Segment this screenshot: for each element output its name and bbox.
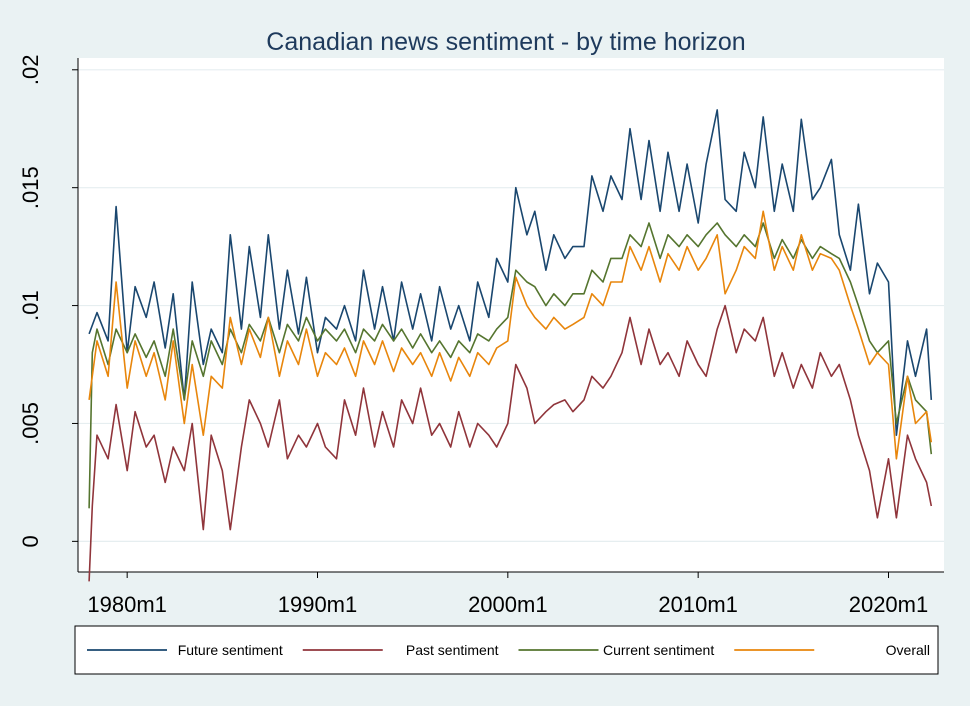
legend-label: Current sentiment: [603, 642, 714, 658]
legend-label: Past sentiment: [406, 642, 499, 658]
legend-label: Overall: [886, 642, 930, 658]
x-tick-label: 1980m1: [87, 592, 167, 617]
plot-area: 0 .005 .01 .015 .02 1980m1 1990m1 2000m1 2010m1 2…: [18, 54, 944, 617]
y-tick-label: .02: [18, 54, 43, 85]
series-line-overall: [88, 210, 933, 460]
x-tick-label: 2010m1: [658, 592, 738, 617]
chart-title: Canadian news sentiment - by time horizo…: [266, 28, 745, 56]
y-tick-label: .005: [18, 402, 43, 445]
series-line-future-sentiment: [88, 109, 933, 436]
x-tick-label: 2000m1: [468, 592, 548, 617]
series-line-current-sentiment: [88, 222, 933, 509]
series-line-past-sentiment: [88, 304, 933, 582]
legend: Future sentiment Past sentiment Current se…: [74, 625, 939, 675]
legend-label: Future sentiment: [178, 642, 283, 658]
y-tick-label: .01: [18, 290, 43, 321]
y-tick-label: 0: [18, 535, 43, 547]
x-tick-label: 2020m1: [849, 592, 929, 617]
y-tick-label: .015: [18, 166, 43, 209]
x-tick-label: 1990m1: [278, 592, 358, 617]
